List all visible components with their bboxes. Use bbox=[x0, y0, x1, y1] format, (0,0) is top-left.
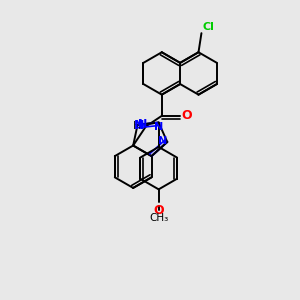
Text: N: N bbox=[134, 119, 144, 132]
Text: N: N bbox=[154, 122, 163, 132]
Text: H: H bbox=[133, 121, 142, 131]
Text: O: O bbox=[182, 109, 192, 122]
Text: O: O bbox=[153, 204, 164, 217]
Text: Cl: Cl bbox=[202, 22, 214, 32]
Text: CH₃: CH₃ bbox=[149, 213, 168, 223]
Text: N: N bbox=[158, 136, 167, 146]
Text: N: N bbox=[138, 119, 147, 129]
